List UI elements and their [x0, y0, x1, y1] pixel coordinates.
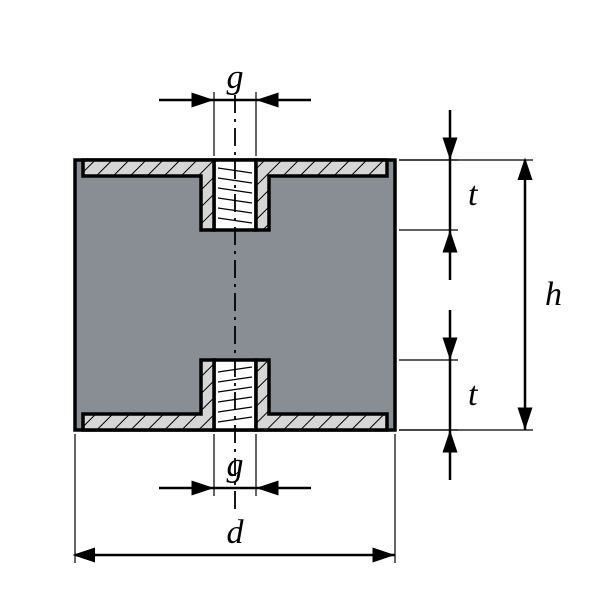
dimension-label: g — [227, 447, 244, 484]
dimension-label: g — [227, 59, 244, 96]
dimension-label: t — [468, 176, 479, 213]
dimension-label: h — [545, 276, 562, 313]
dimension-label: t — [468, 376, 479, 413]
dimension-label: d — [227, 514, 245, 551]
